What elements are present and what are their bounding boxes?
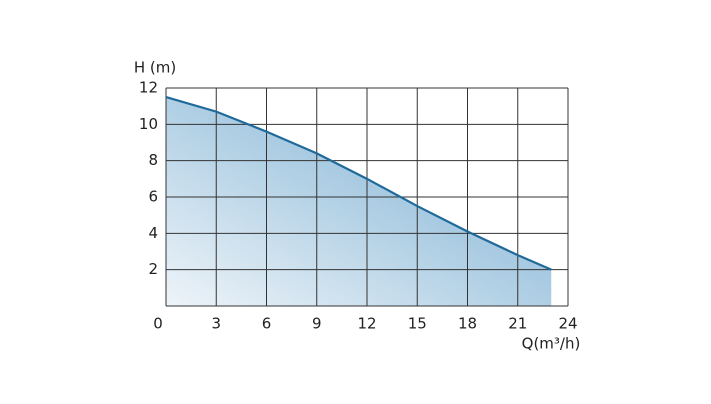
y-tick-label: 6 — [148, 188, 158, 206]
x-tick-label: 3 — [211, 315, 221, 333]
y-tick-label: 8 — [148, 151, 158, 169]
area — [166, 97, 552, 306]
x-tick-label: 15 — [408, 315, 427, 333]
x-tick-label: 9 — [312, 315, 322, 333]
x-tick-label: 6 — [262, 315, 272, 333]
y-tick-label: 2 — [148, 260, 158, 278]
x-tick-label: 12 — [357, 315, 376, 333]
y-tick-label: 12 — [139, 79, 158, 97]
y-tick-label: 4 — [148, 224, 158, 242]
x-tick-label: 21 — [508, 315, 527, 333]
line — [165, 96, 552, 271]
x-axis-label: Q(m³/h) — [522, 335, 581, 353]
x-tick-label: 0 — [153, 315, 163, 333]
x-tick-label: 24 — [558, 315, 577, 333]
x-tick-label: 18 — [458, 315, 477, 333]
y-axis-label: H (m) — [134, 59, 176, 77]
y-tick-label: 10 — [139, 115, 158, 133]
